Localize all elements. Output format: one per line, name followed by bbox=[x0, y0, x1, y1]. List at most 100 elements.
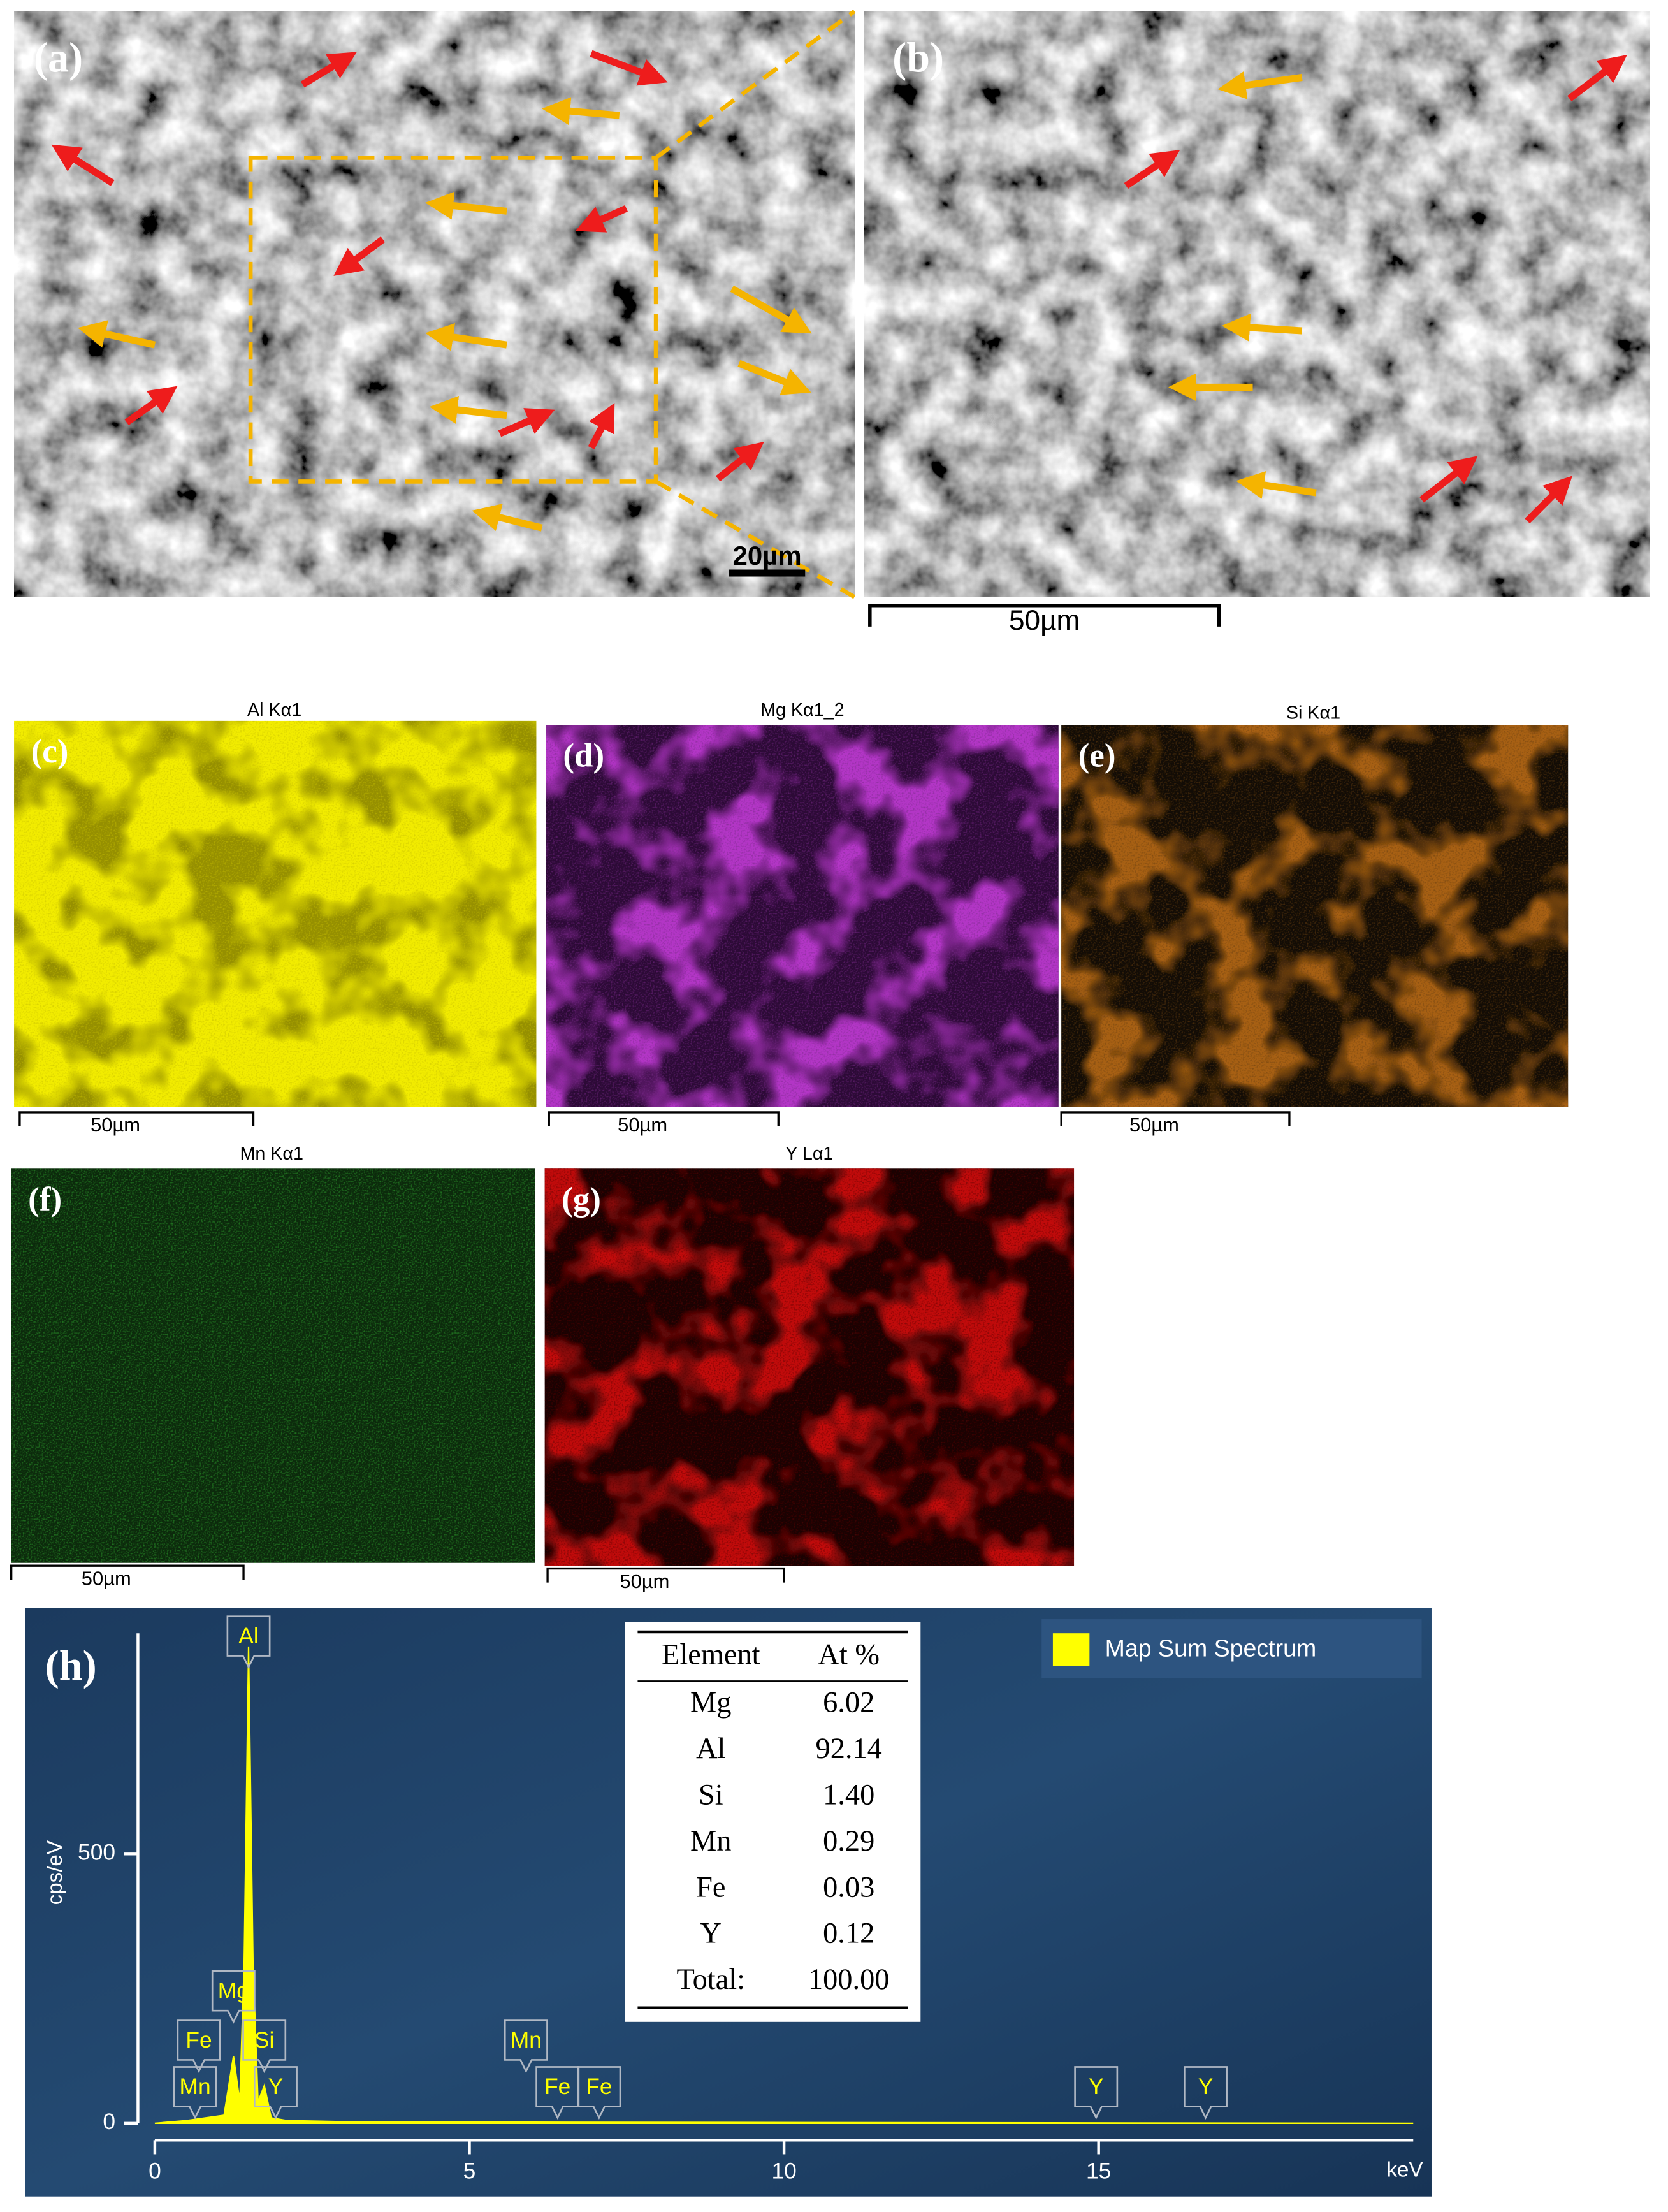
map-noise bbox=[14, 720, 537, 1107]
table-cell: Mn bbox=[690, 1825, 731, 1858]
table-cell: 100.00 bbox=[808, 1963, 890, 1996]
scale-bar bbox=[548, 1111, 780, 1127]
arrow bbox=[498, 408, 555, 437]
panel-label: (d) bbox=[563, 738, 604, 775]
table-cell: Mg bbox=[690, 1686, 731, 1719]
peak-marker bbox=[504, 2019, 548, 2074]
panel-label: (h) bbox=[45, 1643, 97, 1689]
peak-marker bbox=[226, 1615, 271, 1670]
table-cell: 0.03 bbox=[823, 1871, 874, 1903]
arrow bbox=[1221, 313, 1303, 342]
sem-image-a bbox=[14, 11, 855, 597]
panel-label: (b) bbox=[892, 34, 944, 81]
scale-bar bbox=[10, 1564, 245, 1580]
peak-label: Y bbox=[1089, 2074, 1104, 2099]
arrows bbox=[51, 50, 1627, 532]
x-tick-label: 15 bbox=[1086, 2158, 1111, 2183]
arrow bbox=[715, 442, 764, 482]
arrow bbox=[300, 52, 358, 88]
map-title: Y Lα1 bbox=[785, 1144, 833, 1164]
peak-marker bbox=[254, 2066, 298, 2120]
peak-label: Fe bbox=[544, 2074, 570, 2099]
peak-label: Y bbox=[268, 2074, 284, 2099]
scale-bar bbox=[18, 1111, 255, 1127]
arrow bbox=[730, 285, 812, 334]
arrow bbox=[77, 320, 156, 349]
y-tick-label: 0 bbox=[103, 2109, 115, 2134]
map-title: Al Kα1 bbox=[247, 700, 301, 720]
scale-label: 50µm bbox=[82, 1567, 131, 1589]
peak-label: Mg bbox=[218, 1979, 249, 2004]
table-cell: 0.29 bbox=[823, 1825, 874, 1858]
scale-label: 50µm bbox=[91, 1114, 140, 1136]
peak-marker bbox=[242, 2019, 287, 2074]
arrow bbox=[1525, 476, 1572, 524]
zoom-line bbox=[655, 10, 856, 160]
peak-marker bbox=[577, 2066, 621, 2120]
table-cell: Fe bbox=[696, 1871, 725, 1903]
zoom-box bbox=[248, 156, 658, 484]
panel-label: (c) bbox=[31, 733, 69, 770]
legend-swatch bbox=[1052, 1633, 1090, 1666]
arrow bbox=[51, 144, 115, 186]
map-title: Si Kα1 bbox=[1286, 702, 1340, 723]
arrow bbox=[429, 396, 507, 424]
y-axis-label: cps/eV bbox=[43, 1840, 67, 1905]
x-axis-label: keV bbox=[1386, 2158, 1423, 2182]
table-cell: Si bbox=[699, 1779, 723, 1811]
panel-label: (g) bbox=[562, 1181, 601, 1218]
peak-marker bbox=[173, 2066, 217, 2120]
scale-label: 50µm bbox=[618, 1114, 667, 1136]
table-cell: Al bbox=[696, 1733, 725, 1765]
table-cell: 6.02 bbox=[823, 1686, 874, 1719]
table-cell: 1.40 bbox=[823, 1779, 874, 1811]
peak-label: Fe bbox=[586, 2074, 612, 2099]
y-tick-label: 500 bbox=[78, 1840, 115, 1865]
arrow bbox=[1217, 71, 1303, 99]
peak-label: Y bbox=[1198, 2074, 1214, 2099]
table-box bbox=[625, 1622, 921, 2022]
x-tick-label: 10 bbox=[771, 2158, 796, 2183]
map-title: Mg Kα1_2 bbox=[760, 700, 844, 720]
scale-bar bbox=[868, 604, 1221, 627]
arrow bbox=[737, 360, 811, 395]
panel-label: (e) bbox=[1078, 738, 1116, 775]
arrow bbox=[1124, 150, 1180, 189]
arrow bbox=[1567, 55, 1627, 102]
arrow bbox=[472, 504, 543, 532]
map-noise bbox=[546, 725, 1059, 1107]
x-tick-label: 0 bbox=[149, 2158, 161, 2183]
peak-marker bbox=[211, 1970, 256, 2024]
map-noise bbox=[11, 1168, 535, 1563]
map-noise bbox=[544, 1168, 1075, 1566]
map-title: Mn Kα1 bbox=[240, 1144, 303, 1164]
sem-image-b bbox=[864, 11, 1650, 597]
scale-bar bbox=[1060, 1111, 1291, 1127]
arrow bbox=[588, 403, 615, 449]
peak-label: Fe bbox=[185, 2028, 212, 2053]
table-header: Element bbox=[662, 1638, 760, 1671]
table-cell: 92.14 bbox=[816, 1733, 882, 1765]
legend-label: Map Sum Spectrum bbox=[1105, 1635, 1317, 1662]
arrow bbox=[425, 191, 507, 220]
scale-label: 50µm bbox=[620, 1570, 669, 1592]
scale-bar bbox=[546, 1567, 785, 1583]
peak-marker bbox=[1184, 2066, 1228, 2120]
arrow bbox=[1419, 456, 1478, 503]
peak-label: Al bbox=[238, 1624, 258, 1648]
spectrum-line bbox=[154, 1646, 1414, 2124]
table-cell: Y bbox=[700, 1917, 722, 1950]
table-cell: 0.12 bbox=[823, 1917, 874, 1950]
arrow bbox=[542, 97, 620, 126]
arrow bbox=[333, 236, 385, 276]
peak-label: Si bbox=[254, 2028, 274, 2053]
peak-label: Mn bbox=[180, 2074, 211, 2099]
legend bbox=[1041, 1619, 1422, 1678]
peak-marker bbox=[177, 2019, 221, 2074]
composition-table: Element At % Mg 6.02 Al 92.14 Si 1.40 Mn 0.29 Fe 0.… bbox=[662, 1638, 889, 1996]
map-noise bbox=[1061, 725, 1569, 1107]
scale-label: 50µm bbox=[1129, 1114, 1179, 1136]
peak-marker bbox=[1074, 2066, 1119, 2120]
